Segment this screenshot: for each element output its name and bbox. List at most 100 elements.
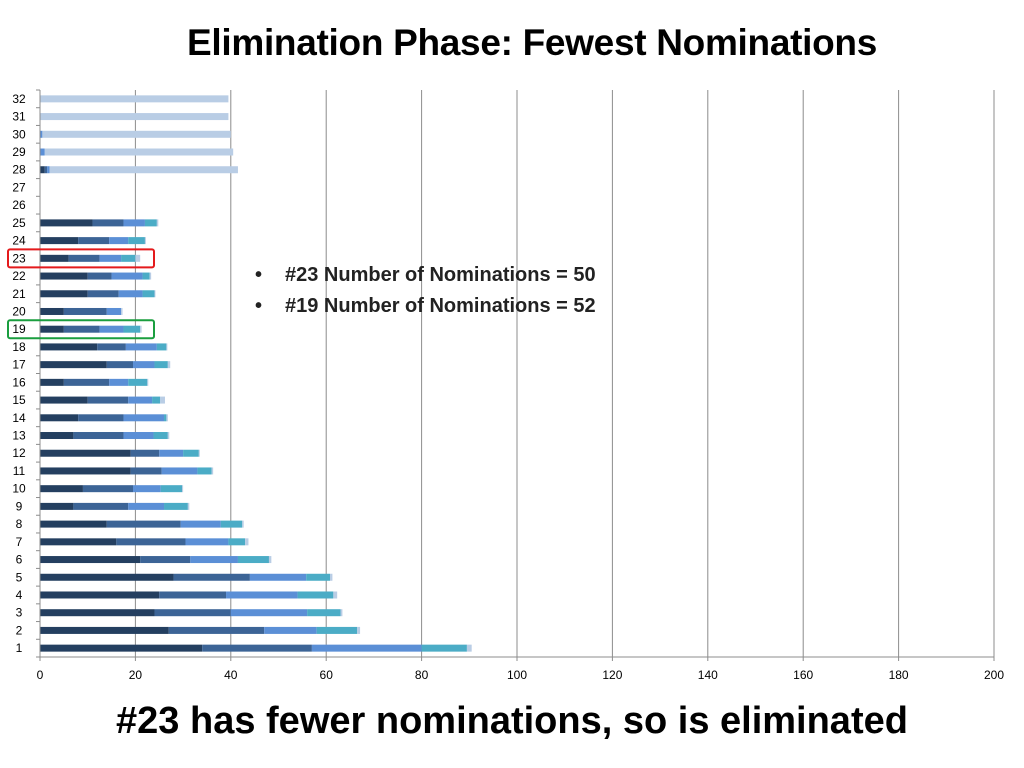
bar-segment bbox=[128, 237, 145, 245]
bar-segment bbox=[40, 626, 169, 634]
bar-segment bbox=[40, 538, 117, 546]
bar-segment bbox=[167, 432, 170, 440]
bar-segment bbox=[78, 237, 110, 245]
stacked-bar-chart: 1234567891011121314151617181920212223242… bbox=[7, 89, 1004, 682]
bar-segment bbox=[147, 378, 149, 386]
bar-segment bbox=[40, 254, 69, 262]
y-tick-label: 28 bbox=[12, 163, 26, 177]
x-tick-label: 120 bbox=[602, 668, 622, 682]
bar-segment bbox=[92, 219, 124, 227]
x-tick-label: 0 bbox=[37, 668, 44, 682]
bar-segment bbox=[40, 343, 98, 351]
bar-segment bbox=[187, 502, 190, 510]
bar-segment bbox=[40, 325, 64, 333]
bar-segment bbox=[307, 609, 341, 617]
bar-segment bbox=[264, 626, 317, 634]
bar-segment bbox=[230, 609, 308, 617]
bar-segment bbox=[466, 644, 472, 652]
bar-segment bbox=[40, 591, 160, 599]
x-tick-label: 180 bbox=[889, 668, 909, 682]
bar-segment bbox=[153, 432, 168, 440]
y-tick-label: 9 bbox=[16, 499, 23, 513]
bar-segment bbox=[226, 591, 298, 599]
bar-segment bbox=[40, 272, 88, 280]
bar-segment bbox=[118, 290, 143, 298]
bar-segment bbox=[197, 467, 212, 475]
bar-segment bbox=[111, 272, 143, 280]
bar-segment bbox=[109, 237, 129, 245]
slide-footer: #23 has fewer nominations, so is elimina… bbox=[116, 700, 908, 742]
bar-segment bbox=[123, 325, 141, 333]
bar-segment bbox=[40, 432, 74, 440]
bar-segment bbox=[237, 556, 269, 564]
y-tick-label: 3 bbox=[16, 606, 23, 620]
bar-segment bbox=[154, 361, 168, 369]
bar-segment bbox=[40, 148, 45, 156]
bar-segment bbox=[40, 361, 107, 369]
bar-segment bbox=[40, 378, 64, 386]
bar-segment bbox=[97, 343, 126, 351]
bar-segment bbox=[144, 219, 157, 227]
bar-segment bbox=[49, 166, 238, 174]
bar-segment bbox=[40, 237, 79, 245]
bar-segment bbox=[40, 573, 174, 581]
y-tick-label: 14 bbox=[12, 411, 26, 425]
bar-segment bbox=[106, 361, 134, 369]
highlight-boxes bbox=[7, 248, 155, 340]
bar-segment bbox=[183, 449, 199, 457]
bar-segment bbox=[130, 449, 160, 457]
y-tick-label: 30 bbox=[12, 127, 26, 141]
bar-segment bbox=[40, 396, 88, 404]
y-tick-label: 8 bbox=[16, 517, 23, 531]
y-tick-label: 10 bbox=[12, 482, 26, 496]
y-tick-label: 2 bbox=[16, 623, 23, 637]
bar-segment bbox=[128, 378, 148, 386]
bar-segment bbox=[63, 325, 100, 333]
x-tick-label: 100 bbox=[507, 668, 527, 682]
y-tick-label: 12 bbox=[12, 446, 26, 460]
bar-segment bbox=[106, 520, 181, 528]
bar-segment bbox=[40, 130, 43, 138]
y-tick-label: 23 bbox=[12, 251, 26, 265]
bar-segment bbox=[357, 626, 361, 634]
bar-segment bbox=[154, 290, 156, 298]
bar-segment bbox=[185, 538, 229, 546]
x-tick-label: 80 bbox=[415, 668, 429, 682]
y-axis-tick-labels: 1234567891011121314151617181920212223242… bbox=[12, 92, 26, 655]
bar-segment bbox=[40, 113, 229, 121]
bar-segment bbox=[40, 290, 88, 298]
bar-segment bbox=[190, 556, 238, 564]
annotation-notes: • #23 Number of Nominations = 50 • #19 Num… bbox=[255, 262, 596, 324]
bar-segment bbox=[121, 254, 136, 262]
x-tick-label: 200 bbox=[984, 668, 1004, 682]
bar-segment bbox=[106, 307, 122, 315]
annotation-text: #23 Number of Nominations = 50 bbox=[285, 264, 596, 286]
bar-segment bbox=[47, 166, 50, 174]
bar-segment bbox=[121, 307, 123, 315]
bar-segment bbox=[211, 467, 214, 475]
y-tick-label: 24 bbox=[12, 234, 26, 248]
y-tick-label: 32 bbox=[12, 92, 26, 106]
bullet-icon: • bbox=[255, 264, 263, 286]
x-tick-label: 20 bbox=[129, 668, 143, 682]
bar-segment bbox=[166, 414, 168, 422]
bar-segment bbox=[40, 485, 83, 493]
bar-segment bbox=[40, 219, 93, 227]
bar-segment bbox=[161, 467, 198, 475]
y-tick-label: 13 bbox=[12, 429, 26, 443]
highlight-box bbox=[7, 248, 155, 269]
y-tick-label: 18 bbox=[12, 340, 26, 354]
y-tick-label: 27 bbox=[12, 180, 26, 194]
bar-segment bbox=[297, 591, 334, 599]
y-tick-label: 15 bbox=[12, 393, 26, 407]
bar-segment bbox=[123, 414, 165, 422]
bar-segment bbox=[152, 396, 161, 404]
bar-segment bbox=[109, 378, 129, 386]
bar-segment bbox=[142, 290, 155, 298]
bar-segment bbox=[311, 644, 422, 652]
bar-segment bbox=[87, 396, 129, 404]
bar-segment bbox=[421, 644, 467, 652]
bar-segment bbox=[164, 414, 167, 422]
y-tick-label: 21 bbox=[12, 287, 26, 301]
bar-segment bbox=[149, 272, 152, 280]
